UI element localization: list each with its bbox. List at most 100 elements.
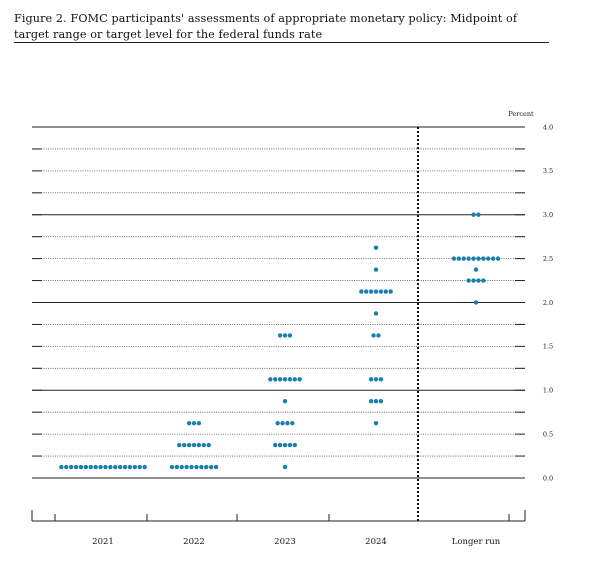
participant-dot bbox=[481, 278, 486, 283]
participant-dot bbox=[277, 377, 283, 382]
participant-dot bbox=[473, 300, 479, 305]
participant-dot bbox=[471, 278, 476, 283]
x-category-label: 2022 bbox=[183, 537, 205, 547]
participant-dot bbox=[206, 442, 211, 448]
participant-dot bbox=[78, 464, 84, 470]
participant-dot bbox=[383, 289, 388, 294]
participant-dot bbox=[287, 377, 293, 382]
y-tick-label: 2.0 bbox=[543, 299, 553, 307]
participant-dot bbox=[169, 464, 175, 470]
participant-dot bbox=[495, 256, 501, 261]
participant-dot bbox=[275, 420, 280, 426]
dot-layer bbox=[59, 212, 501, 470]
participant-dot bbox=[378, 399, 384, 404]
participant-dot bbox=[368, 289, 374, 294]
participant-dot bbox=[68, 464, 74, 470]
participant-dot bbox=[142, 464, 147, 470]
participant-dot bbox=[292, 442, 297, 448]
figure-caption: Figure 2. FOMC participants' assessments… bbox=[14, 12, 518, 41]
participant-dot bbox=[113, 464, 118, 470]
participant-dot bbox=[196, 420, 202, 426]
y-tick-label: 1.5 bbox=[543, 343, 553, 351]
participant-dot bbox=[466, 278, 471, 283]
participant-dot bbox=[373, 377, 379, 382]
participant-dot bbox=[481, 256, 486, 261]
participant-dot bbox=[282, 399, 288, 404]
participant-dot bbox=[277, 333, 283, 338]
participant-dot bbox=[287, 442, 293, 448]
participant-dot bbox=[490, 256, 496, 261]
participant-dot bbox=[373, 245, 379, 250]
participant-dot bbox=[184, 464, 189, 470]
participant-dot bbox=[282, 333, 288, 338]
participant-dot bbox=[108, 464, 113, 470]
participant-dot bbox=[376, 333, 381, 338]
y-tick-label: 1.0 bbox=[543, 387, 553, 395]
participant-dot bbox=[127, 464, 133, 470]
participant-dot bbox=[378, 289, 384, 294]
participant-dot bbox=[471, 212, 476, 217]
x-category-label: 2024 bbox=[365, 537, 387, 547]
participant-dot bbox=[371, 333, 376, 338]
participant-dot bbox=[186, 442, 192, 448]
participant-dot bbox=[182, 442, 187, 448]
participant-dot bbox=[476, 256, 481, 261]
x-category-label: 2023 bbox=[274, 537, 296, 547]
participant-dot bbox=[103, 464, 108, 470]
y-tick-label: 4.0 bbox=[543, 123, 553, 131]
participant-dot bbox=[282, 442, 288, 448]
participant-dot bbox=[282, 464, 288, 470]
x-category-labels: 2021 2022 2023 2024 Longer run bbox=[92, 537, 501, 547]
participant-dot bbox=[73, 464, 79, 470]
y-tick-label: 0.0 bbox=[543, 474, 553, 482]
participant-dot bbox=[194, 464, 199, 470]
participant-dot bbox=[191, 420, 197, 426]
participant-dot bbox=[204, 464, 209, 470]
participant-dot bbox=[177, 442, 182, 448]
participant-dot bbox=[277, 442, 283, 448]
y-tick-label: 0.5 bbox=[543, 430, 553, 438]
participant-dot bbox=[191, 442, 197, 448]
grid-layer bbox=[32, 126, 525, 479]
participant-dot bbox=[122, 464, 128, 470]
participant-dot bbox=[93, 464, 98, 470]
participant-dot bbox=[373, 420, 379, 426]
participant-dot bbox=[117, 464, 123, 470]
participant-dot bbox=[280, 420, 285, 426]
x-axis bbox=[31, 510, 526, 522]
participant-dot bbox=[132, 464, 138, 470]
y-tick-label: 3.5 bbox=[543, 167, 553, 175]
participant-dot bbox=[451, 256, 457, 261]
participant-dot bbox=[473, 267, 479, 272]
x-category-label: 2021 bbox=[92, 537, 114, 547]
participant-dot bbox=[486, 256, 491, 261]
participant-dot bbox=[290, 420, 295, 426]
participant-dot bbox=[174, 464, 180, 470]
participant-dot bbox=[189, 464, 194, 470]
participant-dot bbox=[273, 377, 278, 382]
participant-dot bbox=[359, 289, 364, 294]
y-axis-unit-label: Percent bbox=[508, 110, 534, 118]
participant-dot bbox=[59, 464, 64, 470]
participant-dot bbox=[378, 377, 384, 382]
participant-dot bbox=[368, 377, 374, 382]
participant-dot bbox=[373, 311, 379, 316]
participant-dot bbox=[282, 377, 288, 382]
participant-dot bbox=[466, 256, 471, 261]
participant-dot bbox=[388, 289, 393, 294]
participant-dot bbox=[373, 267, 379, 272]
caption-divider bbox=[14, 42, 549, 43]
y-tick-label: 3.0 bbox=[543, 211, 553, 219]
participant-dot bbox=[373, 399, 379, 404]
participant-dot bbox=[88, 464, 93, 470]
participant-dot bbox=[137, 464, 142, 470]
participant-dot bbox=[461, 256, 466, 261]
participant-dot bbox=[98, 464, 103, 470]
participant-dot bbox=[287, 333, 293, 338]
y-tick-label: 2.5 bbox=[543, 255, 553, 263]
y-tick-labels: 0.0 0.5 1.0 1.5 2.0 2.5 3.0 3.5 4.0 bbox=[543, 123, 553, 482]
participant-dot bbox=[64, 464, 69, 470]
participant-dot bbox=[268, 377, 273, 382]
participant-dot bbox=[199, 464, 204, 470]
